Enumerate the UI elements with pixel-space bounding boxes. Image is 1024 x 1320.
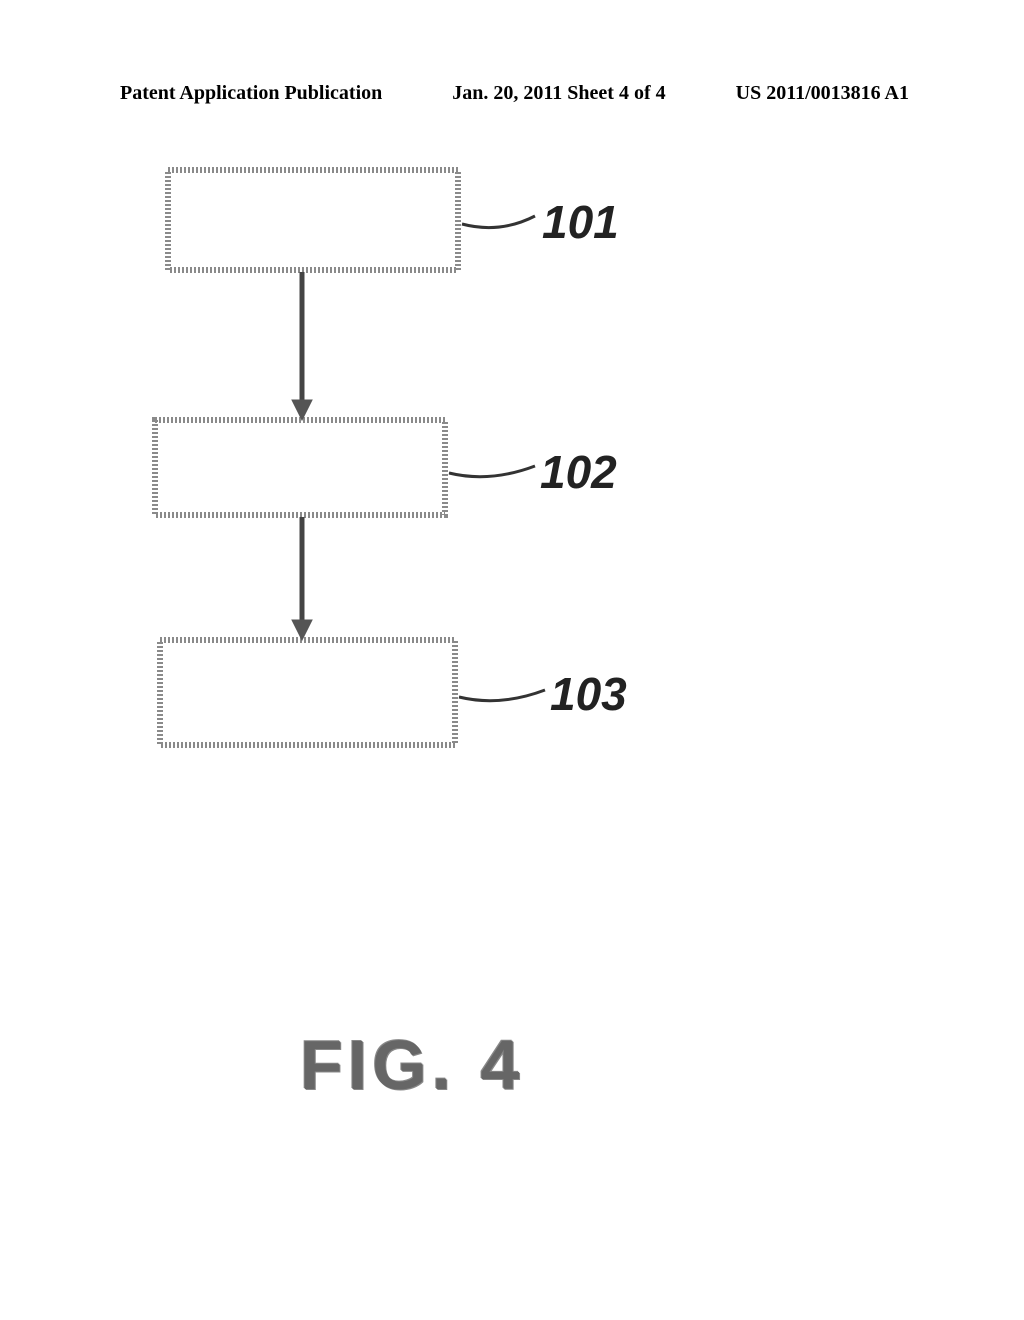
node-label-2: 102 xyxy=(540,446,617,498)
figure-caption: FIG. 4 xyxy=(300,1025,524,1105)
node-label-1: 101 xyxy=(542,196,619,248)
label-connector-3 xyxy=(459,690,545,701)
flowchart-node-2 xyxy=(155,420,445,515)
label-connector-2 xyxy=(449,466,535,477)
flowchart-diagram: 101 102 103 xyxy=(0,0,1024,900)
flowchart-node-3 xyxy=(160,640,455,745)
flowchart-node-1 xyxy=(168,170,458,270)
node-label-3: 103 xyxy=(550,668,627,720)
label-connector-1 xyxy=(462,216,535,228)
caption-text: FIG. 4 xyxy=(300,1026,524,1104)
